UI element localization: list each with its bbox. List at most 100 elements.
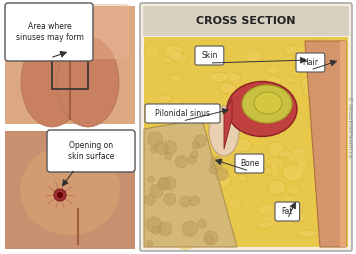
Ellipse shape [145, 148, 167, 165]
Polygon shape [224, 99, 232, 149]
FancyBboxPatch shape [5, 131, 135, 249]
Text: Fat: Fat [282, 207, 293, 216]
Ellipse shape [266, 158, 285, 166]
Ellipse shape [229, 197, 241, 210]
Ellipse shape [229, 72, 241, 84]
Circle shape [209, 166, 217, 173]
Ellipse shape [279, 150, 291, 157]
Circle shape [150, 184, 163, 198]
FancyBboxPatch shape [143, 6, 349, 36]
Ellipse shape [187, 124, 195, 140]
Ellipse shape [289, 211, 305, 223]
Polygon shape [340, 41, 346, 247]
Ellipse shape [164, 45, 183, 58]
Ellipse shape [280, 195, 298, 212]
Ellipse shape [215, 172, 230, 188]
Ellipse shape [209, 72, 228, 82]
Circle shape [164, 193, 176, 205]
Circle shape [190, 151, 198, 158]
Ellipse shape [286, 149, 307, 163]
Ellipse shape [308, 118, 321, 128]
Ellipse shape [20, 145, 120, 235]
FancyBboxPatch shape [144, 37, 348, 247]
Ellipse shape [284, 44, 297, 55]
FancyBboxPatch shape [5, 6, 135, 124]
Circle shape [144, 195, 155, 205]
Circle shape [188, 156, 197, 164]
Ellipse shape [297, 230, 318, 237]
Circle shape [216, 168, 228, 180]
FancyBboxPatch shape [195, 46, 224, 65]
Text: © AboutKidsHealth.ca: © AboutKidsHealth.ca [347, 96, 352, 158]
Ellipse shape [197, 132, 209, 149]
Ellipse shape [153, 202, 162, 215]
FancyBboxPatch shape [275, 202, 300, 221]
Ellipse shape [264, 168, 273, 175]
Ellipse shape [242, 85, 292, 123]
Circle shape [146, 217, 162, 233]
Ellipse shape [323, 187, 333, 203]
Ellipse shape [268, 180, 286, 195]
Circle shape [158, 222, 172, 236]
Text: CROSS SECTION: CROSS SECTION [196, 16, 296, 26]
Circle shape [194, 135, 206, 147]
Ellipse shape [312, 39, 331, 55]
Ellipse shape [169, 99, 184, 109]
Ellipse shape [57, 37, 119, 127]
Ellipse shape [222, 72, 240, 82]
Ellipse shape [318, 141, 330, 154]
Ellipse shape [258, 203, 274, 216]
Ellipse shape [322, 216, 331, 224]
Ellipse shape [169, 74, 182, 82]
Ellipse shape [219, 83, 236, 93]
Ellipse shape [248, 129, 260, 135]
Circle shape [206, 236, 214, 244]
Ellipse shape [286, 76, 296, 83]
Ellipse shape [193, 179, 210, 191]
FancyBboxPatch shape [140, 3, 352, 251]
Ellipse shape [201, 163, 219, 172]
Ellipse shape [276, 119, 286, 135]
Circle shape [159, 178, 168, 187]
Ellipse shape [326, 87, 345, 95]
FancyBboxPatch shape [145, 104, 220, 123]
Circle shape [156, 142, 168, 155]
Ellipse shape [174, 183, 184, 190]
Ellipse shape [256, 221, 275, 228]
FancyBboxPatch shape [10, 4, 130, 59]
Ellipse shape [238, 85, 257, 97]
Ellipse shape [172, 53, 188, 63]
Ellipse shape [255, 108, 264, 119]
Ellipse shape [283, 164, 304, 181]
FancyBboxPatch shape [47, 130, 135, 172]
Ellipse shape [318, 232, 333, 246]
Circle shape [163, 177, 176, 190]
Circle shape [189, 196, 200, 206]
Ellipse shape [162, 57, 173, 63]
Text: Hair: Hair [302, 58, 318, 67]
Circle shape [54, 189, 66, 201]
Ellipse shape [21, 37, 83, 127]
Ellipse shape [197, 137, 214, 154]
Ellipse shape [288, 185, 301, 195]
Ellipse shape [262, 212, 278, 227]
Ellipse shape [265, 75, 281, 89]
Ellipse shape [191, 172, 206, 183]
Ellipse shape [183, 214, 200, 221]
Ellipse shape [180, 146, 189, 154]
Ellipse shape [221, 228, 234, 240]
Ellipse shape [144, 44, 159, 59]
Ellipse shape [230, 139, 251, 152]
FancyBboxPatch shape [235, 154, 264, 173]
Circle shape [210, 156, 223, 169]
Ellipse shape [178, 157, 198, 166]
Ellipse shape [168, 51, 183, 61]
Ellipse shape [311, 59, 326, 69]
Circle shape [165, 153, 172, 160]
Text: Bone: Bone [240, 159, 259, 168]
Ellipse shape [234, 155, 245, 165]
Ellipse shape [172, 119, 192, 128]
Ellipse shape [157, 95, 172, 103]
Ellipse shape [293, 147, 312, 153]
Ellipse shape [316, 94, 328, 112]
